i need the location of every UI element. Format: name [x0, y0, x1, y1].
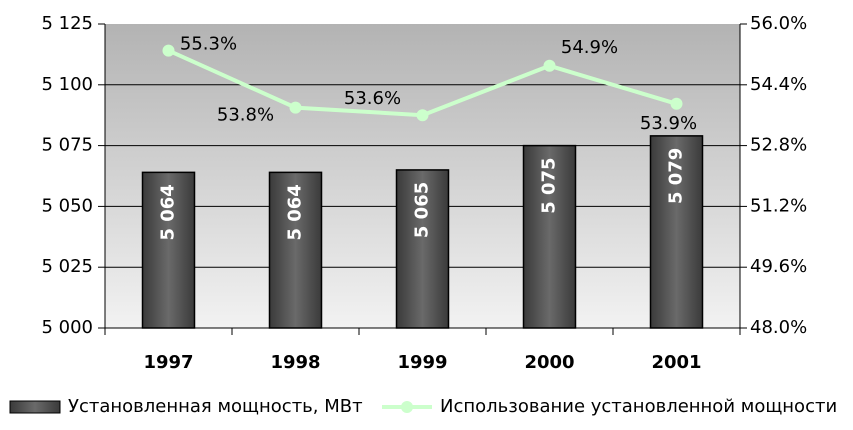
line-value-label: 54.9% [561, 37, 618, 58]
line-value-label: 55.3% [180, 34, 237, 55]
legend-swatch [401, 401, 413, 413]
x-tick-label: 1999 [397, 352, 447, 373]
line-value-label: 53.8% [217, 105, 274, 126]
bar-value-label: 5 064 [285, 184, 306, 240]
x-tick-label: 2001 [651, 352, 701, 373]
y-tick-label: 5 075 [41, 135, 93, 156]
y2-tick-label: 56.0% [750, 13, 807, 34]
legend-swatch [9, 400, 61, 414]
line-marker [416, 109, 429, 122]
y2-tick-label: 48.0% [750, 317, 807, 338]
line-marker [162, 44, 175, 57]
bar [141, 171, 196, 329]
y-tick-label: 5 100 [41, 74, 93, 95]
y-tick-label: 5 025 [41, 256, 93, 277]
x-tick-label: 1997 [143, 352, 193, 373]
line-value-label: 53.6% [344, 88, 401, 109]
bar [395, 169, 450, 329]
y-tick-label: 5 000 [41, 317, 93, 338]
y-tick-label: 5 050 [41, 195, 93, 216]
y2-tick-label: 54.4% [750, 74, 807, 95]
line-value-label: 53.9% [640, 113, 697, 134]
line-marker [289, 101, 302, 114]
bar-value-label: 5 065 [412, 182, 433, 238]
y-tick-label: 5 125 [41, 13, 93, 34]
y2-tick-label: 52.8% [750, 135, 807, 156]
bar-value-label: 5 064 [158, 184, 179, 240]
bar [649, 135, 704, 329]
legend-label: Использование установленной мощности [440, 396, 837, 417]
x-tick-label: 1998 [270, 352, 320, 373]
bar [268, 171, 323, 329]
line-marker [670, 97, 683, 110]
y2-tick-label: 51.2% [750, 195, 807, 216]
bar [522, 144, 577, 329]
bar-value-label: 5 075 [539, 157, 560, 213]
x-tick-label: 2000 [524, 352, 574, 373]
y2-tick-label: 49.6% [750, 256, 807, 277]
line-marker [543, 59, 556, 72]
bar-value-label: 5 079 [666, 148, 687, 204]
legend-label: Установленная мощность, МВт [68, 396, 363, 417]
